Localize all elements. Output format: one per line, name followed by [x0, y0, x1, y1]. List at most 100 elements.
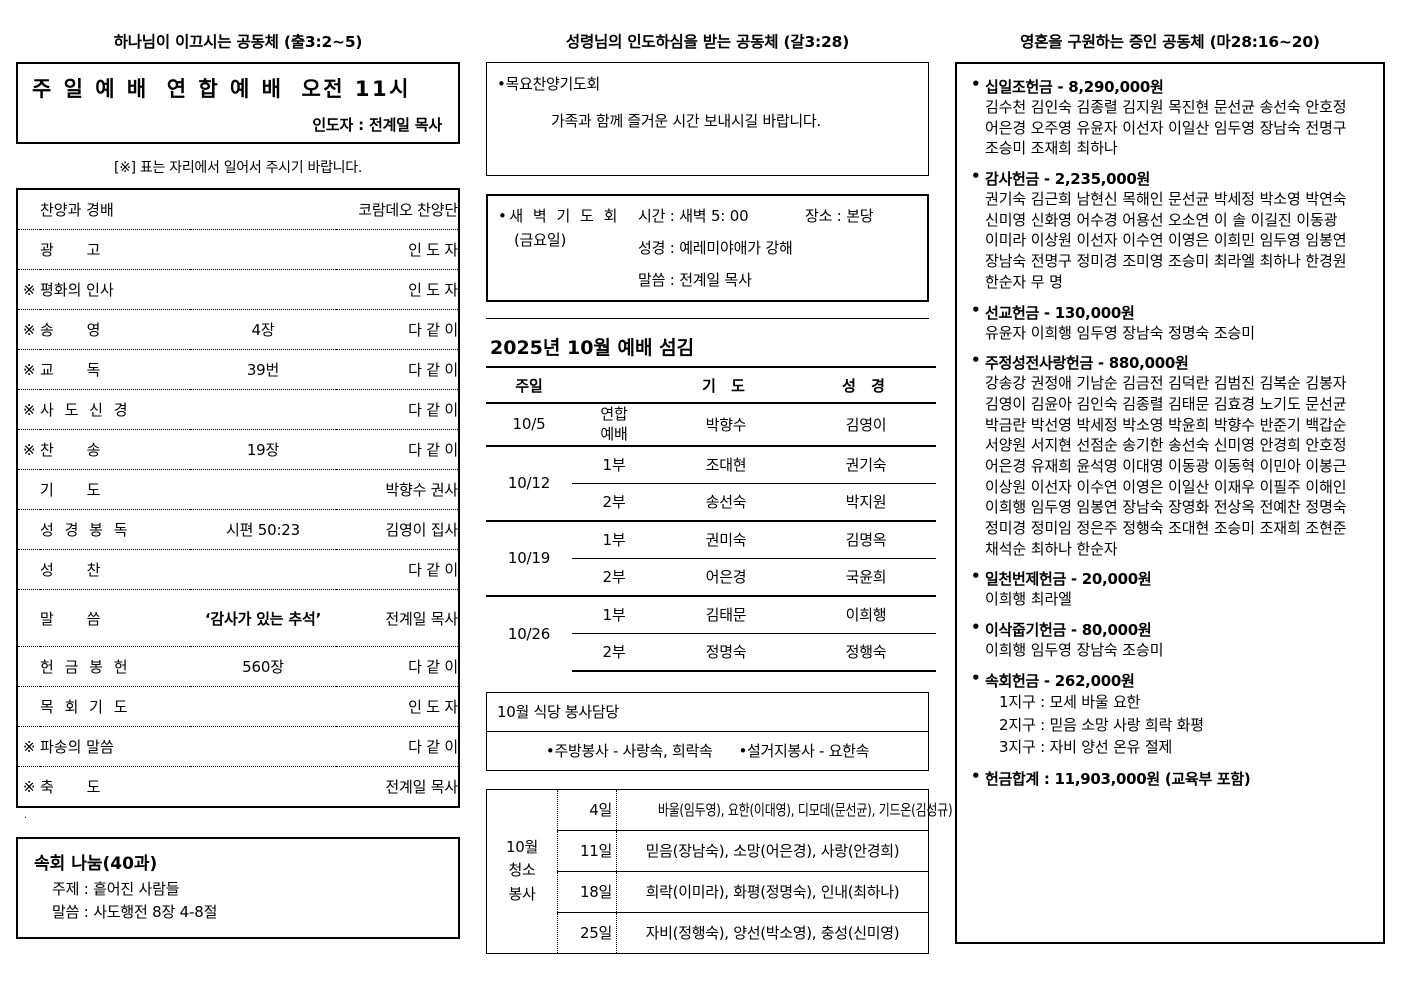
order-row-person: 다 같 이 — [336, 646, 459, 687]
dawn-prayer-label: •새 벽 기 도 회 (금요일) — [498, 205, 638, 290]
schedule-bible-person: 국윤희 — [845, 568, 887, 586]
dawn-prayer-place: 장소 : 본당 — [805, 207, 874, 225]
order-row: ※ 축 도 전계일 목사 — [17, 767, 459, 808]
order-row-person: 다 같 이 — [336, 429, 459, 470]
schedule-part: 연합 예배 — [572, 402, 656, 446]
schedule-col-date: 주일 — [486, 366, 572, 404]
order-row: 말 씀 ‘감사가 있는 추석’ 전계일 목사 — [17, 589, 459, 647]
order-row-detail: 시편 50:23 — [190, 509, 336, 550]
order-row-detail — [190, 726, 336, 767]
offering-names-line: 이희행 최라엘 — [985, 590, 1072, 609]
dawn-prayer-box: •새 벽 기 도 회 (금요일) 시간 : 새벽 5: 00 장소 : 본당 성… — [486, 194, 929, 302]
schedule-date: 10/19 — [486, 519, 572, 596]
order-row-mark — [17, 589, 40, 647]
order-row: 성 경 봉 독 시편 50:23 김영이 집사 — [17, 509, 459, 550]
order-row-name: 말 씀 — [40, 589, 190, 647]
order-row-detail: 39번 — [190, 349, 336, 390]
order-row-mark: ※ — [17, 269, 40, 310]
order-row: 기 도 박향수 권사 — [17, 469, 459, 510]
schedule-bible-person: 김명옥 — [796, 519, 936, 559]
schedule-prayer-person: 송선숙 — [705, 493, 747, 511]
order-row-detail — [190, 469, 336, 510]
schedule-row: 2부 정명숙 정행숙 — [486, 633, 936, 672]
order-row-name: 교 독 — [40, 349, 190, 390]
offering-names-line: 정미경 정미임 정은주 정행숙 조대현 조승미 조재희 조현준 — [985, 519, 1347, 537]
schedule-bible-person: 박지원 — [845, 493, 887, 511]
order-row-name: 성 경 봉 독 — [40, 509, 190, 550]
schedule-date: 10/26 — [486, 594, 572, 671]
offering-names-line: 서양원 서지현 선점순 송기한 송선숙 신미영 안경희 안호정 — [985, 436, 1347, 455]
schedule-prayer-person: 김태문 — [656, 594, 796, 634]
cleaning-assignees: 믿음(장남숙), 소망(어은경), 사랑(안경희) — [616, 830, 929, 872]
order-row-name: 성 찬 — [40, 549, 190, 590]
offering-names-line: 한순자 무 명 — [985, 272, 1063, 291]
service-leader: 인도자 : 전계일 목사 — [312, 116, 442, 134]
offering-names-line: 채석순 최하나 한순자 — [985, 539, 1118, 558]
dawn-prayer-preacher: 말씀 : 전계일 목사 — [638, 271, 752, 289]
order-row-detail: 560장 — [190, 646, 336, 687]
offering-names-line: 장남숙 전명구 정미경 조미영 조승미 최라엘 최하나 한경원 — [985, 252, 1347, 271]
left-column-title: 하나님이 이끄시는 공동체 (출3:2~5) — [113, 33, 363, 51]
order-row-name: 사 도 신 경 — [40, 389, 190, 430]
cleaning-day: 11일 — [557, 830, 617, 872]
order-row-person: 다 같 이 — [336, 389, 459, 430]
order-row-detail — [190, 189, 336, 230]
order-row: ※ 평화의 인사 인 도 자 — [17, 269, 459, 310]
schedule-col-bible: 성 경 — [796, 366, 936, 404]
meal-dish-duty: •설거지봉사 - 요한속 — [738, 742, 870, 760]
dawn-prayer-time: 시간 : 새벽 5: 00 — [638, 207, 749, 225]
schedule-prayer-person: 권미숙 — [656, 519, 796, 559]
meal-duty-items-row: •주방봉사 - 사랑속, 희락속 •설거지봉사 - 요한속 — [487, 731, 929, 770]
section-divider — [486, 318, 929, 319]
right-column: 영혼을 구원하는 증인 공동체 (마28:16~20) 십일조헌금 - 8,29… — [941, 0, 1403, 992]
cell-group-title: 속회 나눔(40과) — [34, 854, 158, 874]
cleaning-assignees-text: 바울(임두영), 요한(이대영), 디모데(문선균), 기드온(김성규) — [657, 801, 953, 819]
cleaning-row: 11일 믿음(장남숙), 소망(어은경), 사랑(안경희) — [487, 830, 929, 872]
schedule-part: 2부 — [602, 493, 626, 511]
order-row-person: 다 같 이 — [336, 309, 459, 350]
schedule-row: 10/26 1부 김태문 이희행 — [486, 594, 936, 671]
cleaning-row: 25일 자비(정행숙), 양선(박소영), 충성(신미영) — [487, 912, 929, 953]
offering-names-line: 권기숙 김근희 남현신 목해인 문선균 박세정 박소영 박연숙 — [985, 190, 1347, 209]
dawn-prayer-name: •새 벽 기 도 회 — [498, 207, 620, 225]
order-row-name: 파송의 말씀 — [40, 726, 190, 767]
cleaning-assignees: 희락(이미라), 화평(정명숙), 인내(최하나) — [616, 871, 929, 913]
schedule-bible-person: 김영이 — [796, 402, 936, 446]
order-row-mark: ※ — [17, 309, 40, 350]
service-title-line: 주 일 예 배 연 합 예 배 오전 11시 — [32, 73, 444, 103]
offering-total: 헌금합계 : 11,903,000원 (교육부 포함) — [969, 767, 1373, 789]
cleaning-label: 10월 청소 봉사 — [486, 789, 558, 954]
offering-head: 주정성전사랑헌금 - 880,000원 — [969, 351, 1373, 373]
schedule-prayer-person: 정명숙 — [656, 633, 796, 672]
cleaning-row: 10월 청소 봉사 4일 바울(임두영), 요한(이대영), 디모데(문선균), 기드온… — [486, 789, 953, 954]
schedule-prayer-person: 조대현 — [656, 444, 796, 484]
meal-duty-body: 10월 식당 봉사담당 •주방봉사 - 사랑속, 희락속 •설거지봉사 - 요한속 — [486, 692, 929, 770]
schedule-part: 1부 — [572, 444, 656, 484]
order-row-detail — [190, 269, 336, 310]
cleaning-assignees: 자비(정행숙), 양선(박소영), 충성(신미영) — [645, 924, 900, 942]
schedule-prayer-person: 박향수 — [656, 402, 796, 446]
thursday-prayer-box: •목요찬양기도회 가족과 함께 즐거운 시간 보내시길 바랍니다. — [486, 62, 929, 176]
order-row: 헌 금 봉 헌 560장 다 같 이 — [17, 646, 459, 687]
stray-dot: . — [24, 810, 28, 821]
cleaning-assignees: 바울(임두영), 요한(이대영), 디모데(문선균), 기드온(김성규) — [616, 789, 953, 831]
order-row: ※ 파송의 말씀 다 같 이 — [17, 726, 459, 767]
offering-names-line: 이상원 이선자 이수연 이영은 이일산 이재우 이필주 이해인 — [985, 477, 1347, 496]
order-row-name: 평화의 인사 — [40, 269, 190, 310]
offering-subgroup-line: 3지구 : 자비 양선 온유 절제 — [999, 738, 1173, 757]
order-row-mark: ※ — [17, 429, 40, 470]
order-row-person: 전계일 목사 — [336, 589, 459, 647]
order-row: ※ 찬 송 19장 다 같 이 — [17, 429, 459, 470]
order-row-name: 찬 송 — [40, 429, 190, 470]
order-row-detail: ‘감사가 있는 추석’ — [190, 589, 336, 647]
order-row-person: 다 같 이 — [336, 726, 459, 767]
offering-head: 선교헌금 - 130,000원 — [969, 301, 1373, 323]
order-row-mark: ※ — [17, 726, 40, 767]
order-row-person: 다 같 이 — [336, 549, 459, 590]
